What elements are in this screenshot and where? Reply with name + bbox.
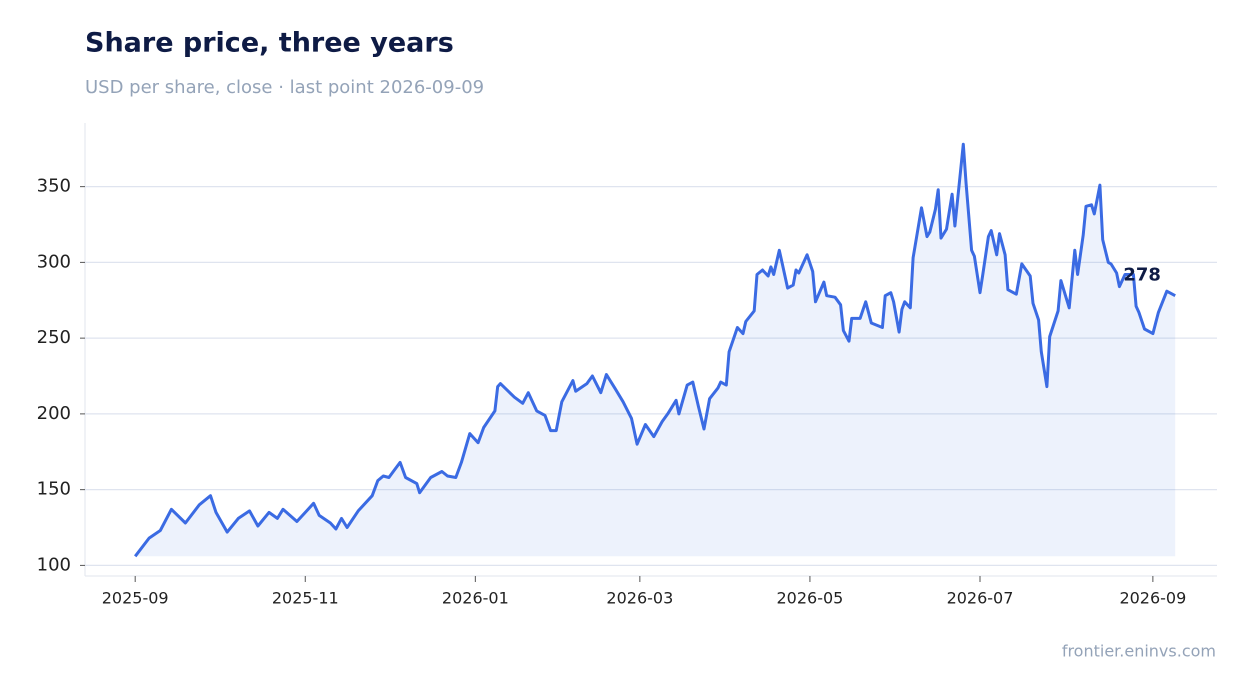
chart-title: Share price, three years [85,28,454,59]
x-tick-label: 2026-03 [606,589,673,608]
y-tick-label: 350 [37,176,71,197]
x-tick-label: 2025-09 [102,589,169,608]
x-tick-label: 2026-05 [776,589,843,608]
y-tick-label: 150 [37,479,71,500]
chart-subtitle: USD per share, close · last point 2026-0… [85,77,484,98]
x-tick-label: 2025-11 [272,589,339,608]
x-tick-label: 2026-01 [442,589,509,608]
x-tick-label: 2026-07 [947,589,1014,608]
area-fill [135,144,1176,557]
line [134,142,1176,558]
annotation: 278 [1123,265,1161,286]
source: frontier.eninvs.com [1062,642,1216,661]
y-tick-label: 250 [37,327,71,348]
x-tick-label: 2026-09 [1119,589,1186,608]
y-tick-label: 100 [37,554,71,575]
y-tick-label: 200 [37,403,71,424]
y-tick-label: 300 [37,251,71,272]
